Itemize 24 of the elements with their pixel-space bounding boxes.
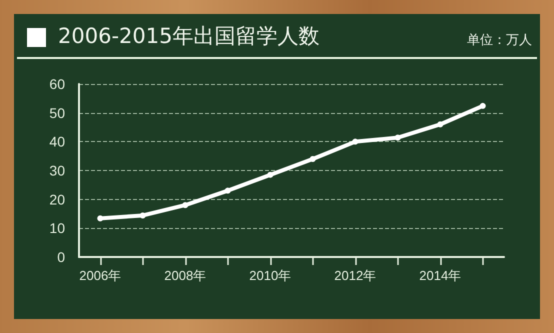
y-tick-label: 10 <box>49 220 66 236</box>
x-tick-label: 2014年 <box>419 268 462 283</box>
point <box>224 188 231 194</box>
y-tick-label: 30 <box>49 162 66 178</box>
text: 单位：万人 <box>467 32 532 49</box>
y-tick-label: 50 <box>49 104 66 121</box>
point <box>437 121 444 128</box>
point <box>140 212 146 218</box>
x-tick-label: 2008年 <box>164 268 206 283</box>
y-tick-label: 20 <box>49 191 66 208</box>
point <box>97 215 104 222</box>
x-tick-label: 2012年 <box>334 268 376 283</box>
chart-title: 2006-2015年出国留学人数 <box>58 23 320 50</box>
point <box>267 172 274 178</box>
x-tick-label: 2010年 <box>249 268 292 283</box>
point <box>394 134 401 141</box>
point <box>480 102 486 109</box>
x-tick-label: 2006年 <box>79 268 122 283</box>
point <box>310 156 316 162</box>
y-tick-label: 40 <box>49 134 66 150</box>
y-tick-label: 60 <box>49 76 66 92</box>
point <box>352 138 358 145</box>
point <box>182 202 188 208</box>
y-tick-label: 0 <box>57 249 66 265</box>
